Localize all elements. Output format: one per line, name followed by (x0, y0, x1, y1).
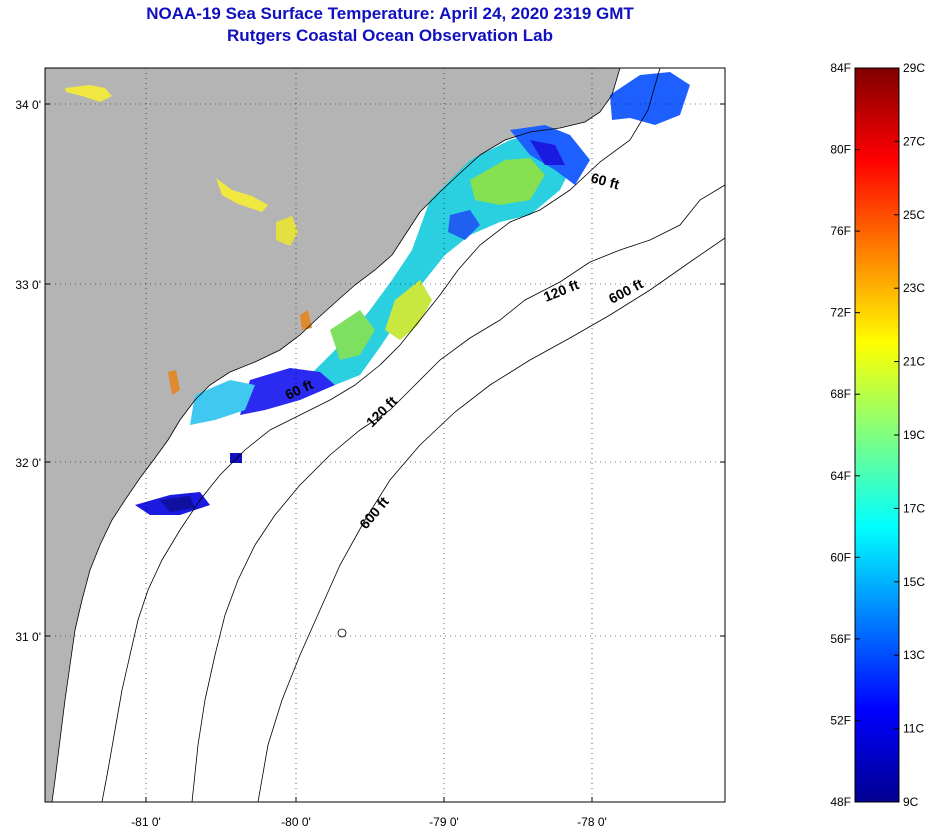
lat-label: 32 0' (15, 456, 41, 470)
lake-patch (276, 216, 298, 246)
lake-marion (65, 85, 112, 102)
colorbar-c-label: 21C (903, 355, 925, 369)
lon-label: -80 0' (281, 815, 311, 829)
sst-patches (135, 72, 690, 515)
estuary-patch (168, 370, 180, 395)
colorbar-f-labels: 84F 80F 76F 72F 68F 64F 60F 56F 52F 48F (830, 61, 851, 809)
colorbar-f-label: 52F (830, 713, 851, 727)
lat-label: 31 0' (15, 630, 41, 644)
colorbar-c-label: 9C (903, 795, 919, 809)
axis-ticks (45, 103, 725, 802)
colorbar-f-label: 68F (830, 387, 851, 401)
colorbar-f-label: 76F (830, 224, 851, 238)
colorbar-f-label: 48F (830, 795, 851, 809)
colorbar-f-label: 56F (830, 632, 851, 646)
colorbar-c-label: 25C (903, 208, 925, 222)
graticule (45, 68, 725, 802)
colorbar-f-label: 72F (830, 306, 851, 320)
lat-label: 33 0' (15, 278, 41, 292)
lake-moultrie (216, 178, 268, 212)
colorbar-c-label: 17C (903, 501, 925, 515)
isobath-60ft (101, 68, 661, 802)
coastline (51, 68, 621, 802)
isobath-120ft (191, 184, 725, 802)
colorbar-f-label: 84F (830, 61, 851, 75)
isobath-600ft (257, 237, 725, 802)
colorbar-f-label: 64F (830, 469, 851, 483)
colorbar-f-label: 80F (830, 143, 851, 157)
lon-label: -78 0' (577, 815, 607, 829)
lat-axis: 34 0' 33 0' 32 0' 31 0' (15, 98, 41, 644)
colorbar-c-label: 13C (903, 648, 925, 662)
contour-label: 60 ft (589, 169, 621, 192)
seamount-contour (337, 628, 347, 638)
colorbar-ticks (855, 67, 899, 803)
lon-label: -79 0' (429, 815, 459, 829)
colorbar-c-label: 15C (903, 575, 925, 589)
colorbar-c-label: 19C (903, 428, 925, 442)
land-mass (45, 68, 620, 802)
lon-label: -81 0' (131, 815, 161, 829)
colorbar-c-labels: 29C 27C 25C 23C 21C 19C 17C 15C 13C 11C 9C (903, 61, 925, 809)
colorbar-c-label: 23C (903, 281, 925, 295)
estuary-patch (300, 310, 312, 330)
colorbar-c-label: 27C (903, 134, 925, 148)
colorbar-f-label: 60F (830, 550, 851, 564)
map-frame (44, 67, 726, 803)
map-subtitle: Rutgers Coastal Ocean Observation Lab (227, 26, 553, 45)
map-title: NOAA-19 Sea Surface Temperature: April 2… (146, 4, 634, 23)
colorbar-c-label: 29C (903, 61, 925, 75)
colorbar (854, 67, 900, 803)
colorbar-c-label: 11C (903, 722, 924, 736)
lon-axis: -81 0' -80 0' -79 0' -78 0' (131, 815, 607, 829)
lat-label: 34 0' (15, 98, 41, 112)
